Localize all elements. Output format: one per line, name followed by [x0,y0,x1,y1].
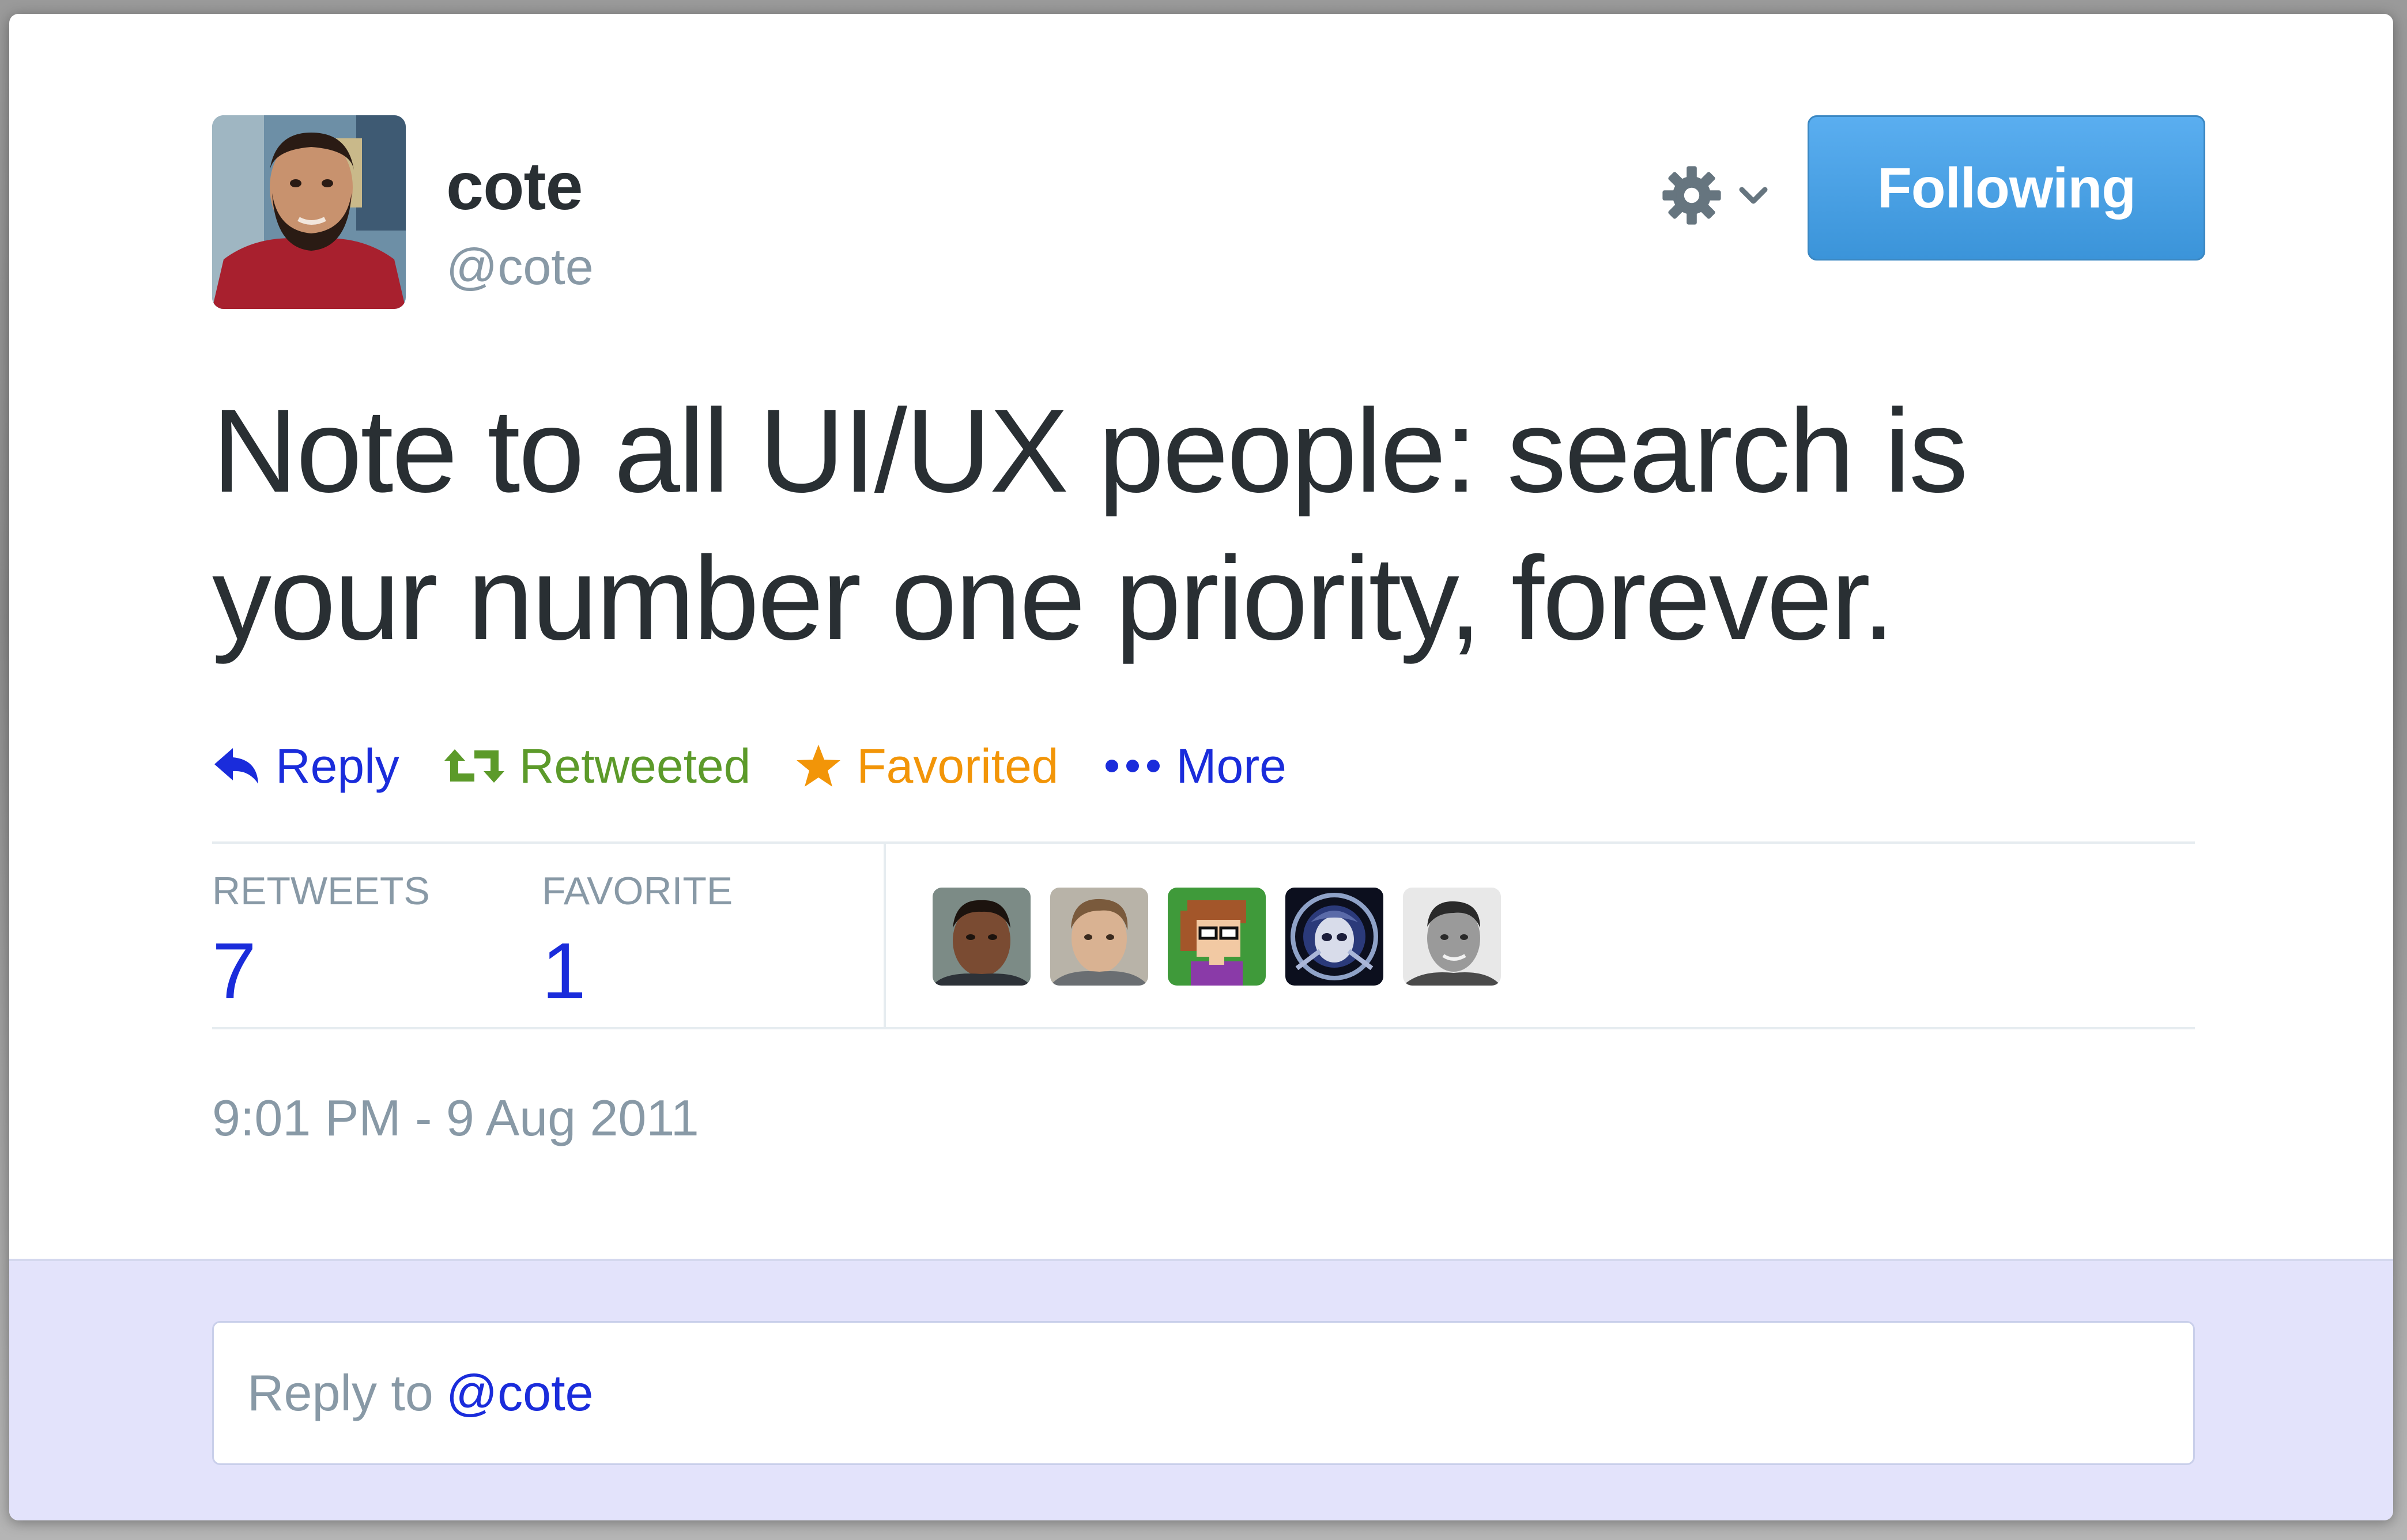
retweet-action[interactable]: Retweeted [444,738,751,794]
engager-avatar[interactable] [933,888,1031,986]
retweets-label: RETWEETS [212,869,430,913]
author-screen-name[interactable]: @cote [446,238,594,295]
retweets-count: 7 [212,927,256,1016]
engager-avatar[interactable] [1050,888,1148,986]
stats-bottom-divider [212,1027,2195,1029]
reply-arrow-icon [214,748,258,784]
favorite-action[interactable]: Favorited [795,738,1059,794]
favorites-label: FAVORITE [542,869,733,913]
favorites-count: 1 [542,927,586,1016]
stats-vertical-divider [884,844,886,1029]
tweet-text: Note to all UI/UX people: search is your… [212,384,1968,665]
user-actions-menu[interactable] [1660,152,1775,239]
more-action[interactable]: More [1104,738,1286,794]
star-icon [797,745,841,787]
reply-label: Reply [276,738,399,793]
more-label: More [1176,738,1286,793]
ellipsis-icon [1105,760,1160,772]
stats-top-divider [212,841,2195,844]
engager-avatar[interactable] [1285,888,1383,986]
author-display-name[interactable]: cote [446,148,583,224]
chevron-down-icon [1739,187,1768,204]
author-avatar[interactable] [212,115,406,309]
tweet-card: cote @cote [9,14,2393,1520]
engager-avatar[interactable] [1168,888,1266,986]
engager-avatar[interactable] [1403,888,1501,986]
engager-avatars [933,888,1521,986]
favorites-stat[interactable]: FAVORITE 1 [542,871,733,1011]
tweet-content: cote @cote [212,14,2205,1259]
gear-icon [1662,166,1721,225]
reply-mention: @cote [446,1364,594,1421]
tweet-timestamp[interactable]: 9:01 PM - 9 Aug 2011 [212,1089,699,1146]
reply-area: Reply to @cote [9,1259,2393,1520]
retweet-label: Retweeted [519,738,751,793]
tweet-actions: Reply Retweeted Favorited [212,734,1331,798]
reply-action[interactable]: Reply [212,738,399,794]
favorite-label: Favorited [857,738,1059,793]
reply-input[interactable]: Reply to @cote [212,1321,2195,1465]
following-button[interactable]: Following [1808,115,2205,261]
reply-placeholder: Reply to [247,1364,433,1421]
retweet-icon [444,749,504,783]
retweets-stat[interactable]: RETWEETS 7 [212,871,430,1011]
